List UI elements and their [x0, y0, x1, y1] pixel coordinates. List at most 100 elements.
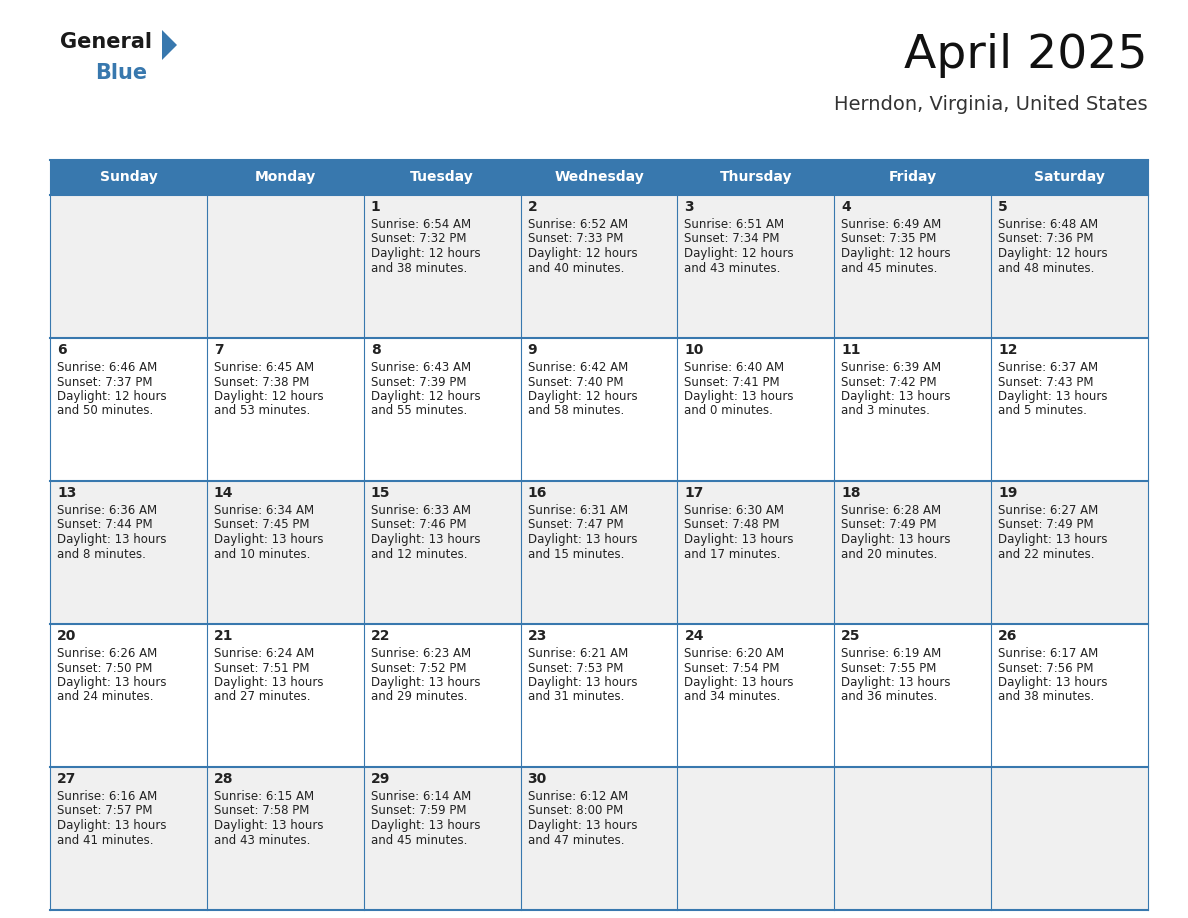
Text: 13: 13 [57, 486, 76, 500]
Polygon shape [162, 30, 177, 60]
Text: Sunset: 7:40 PM: Sunset: 7:40 PM [527, 375, 623, 388]
Text: Sunrise: 6:46 AM: Sunrise: 6:46 AM [57, 361, 157, 374]
Text: Daylight: 13 hours: Daylight: 13 hours [684, 676, 794, 689]
Text: Saturday: Saturday [1034, 171, 1105, 185]
Text: Sunset: 7:45 PM: Sunset: 7:45 PM [214, 519, 309, 532]
Text: 17: 17 [684, 486, 703, 500]
Text: 5: 5 [998, 200, 1007, 214]
Text: Sunset: 7:34 PM: Sunset: 7:34 PM [684, 232, 781, 245]
Text: Sunset: 7:47 PM: Sunset: 7:47 PM [527, 519, 624, 532]
Text: Daylight: 12 hours: Daylight: 12 hours [998, 247, 1107, 260]
Text: Daylight: 13 hours: Daylight: 13 hours [841, 390, 950, 403]
Text: Sunrise: 6:36 AM: Sunrise: 6:36 AM [57, 504, 157, 517]
Text: Sunset: 7:42 PM: Sunset: 7:42 PM [841, 375, 937, 388]
Text: Sunset: 7:39 PM: Sunset: 7:39 PM [371, 375, 466, 388]
Text: Sunrise: 6:17 AM: Sunrise: 6:17 AM [998, 647, 1099, 660]
Text: Sunrise: 6:27 AM: Sunrise: 6:27 AM [998, 504, 1099, 517]
Text: and 47 minutes.: and 47 minutes. [527, 834, 624, 846]
Text: and 31 minutes.: and 31 minutes. [527, 690, 624, 703]
Text: Sunrise: 6:42 AM: Sunrise: 6:42 AM [527, 361, 627, 374]
Text: Sunset: 7:58 PM: Sunset: 7:58 PM [214, 804, 309, 818]
Text: and 50 minutes.: and 50 minutes. [57, 405, 153, 418]
Text: and 10 minutes.: and 10 minutes. [214, 547, 310, 561]
Bar [677, 160, 834, 195]
Bar [50, 195, 1148, 338]
Text: and 5 minutes.: and 5 minutes. [998, 405, 1087, 418]
Text: Sunset: 8:00 PM: Sunset: 8:00 PM [527, 804, 623, 818]
Text: Daylight: 13 hours: Daylight: 13 hours [371, 819, 480, 832]
Text: Sunrise: 6:20 AM: Sunrise: 6:20 AM [684, 647, 784, 660]
Text: 26: 26 [998, 629, 1017, 643]
Text: Sunrise: 6:34 AM: Sunrise: 6:34 AM [214, 504, 314, 517]
Text: and 40 minutes.: and 40 minutes. [527, 262, 624, 274]
Text: and 43 minutes.: and 43 minutes. [684, 262, 781, 274]
Text: Daylight: 13 hours: Daylight: 13 hours [214, 676, 323, 689]
Text: Daylight: 13 hours: Daylight: 13 hours [371, 533, 480, 546]
Text: and 17 minutes.: and 17 minutes. [684, 547, 781, 561]
Text: Blue: Blue [95, 63, 147, 83]
Text: Sunrise: 6:28 AM: Sunrise: 6:28 AM [841, 504, 941, 517]
Text: Daylight: 13 hours: Daylight: 13 hours [214, 533, 323, 546]
Text: 20: 20 [57, 629, 76, 643]
Text: Sunrise: 6:39 AM: Sunrise: 6:39 AM [841, 361, 941, 374]
Text: and 3 minutes.: and 3 minutes. [841, 405, 930, 418]
Text: Sunrise: 6:48 AM: Sunrise: 6:48 AM [998, 218, 1098, 231]
Text: Daylight: 12 hours: Daylight: 12 hours [371, 247, 480, 260]
Text: Sunset: 7:32 PM: Sunset: 7:32 PM [371, 232, 466, 245]
Text: 12: 12 [998, 343, 1018, 357]
Text: 1: 1 [371, 200, 380, 214]
Text: Daylight: 13 hours: Daylight: 13 hours [527, 676, 637, 689]
Text: 23: 23 [527, 629, 546, 643]
Text: Sunrise: 6:52 AM: Sunrise: 6:52 AM [527, 218, 627, 231]
Text: Sunset: 7:51 PM: Sunset: 7:51 PM [214, 662, 309, 675]
Text: Sunset: 7:41 PM: Sunset: 7:41 PM [684, 375, 781, 388]
Text: Herndon, Virginia, United States: Herndon, Virginia, United States [834, 95, 1148, 115]
Text: Sunrise: 6:49 AM: Sunrise: 6:49 AM [841, 218, 942, 231]
Text: Daylight: 12 hours: Daylight: 12 hours [527, 247, 637, 260]
Text: Sunrise: 6:45 AM: Sunrise: 6:45 AM [214, 361, 314, 374]
Text: Sunset: 7:33 PM: Sunset: 7:33 PM [527, 232, 623, 245]
Text: Sunset: 7:55 PM: Sunset: 7:55 PM [841, 662, 936, 675]
Text: Sunrise: 6:12 AM: Sunrise: 6:12 AM [527, 790, 627, 803]
Text: Sunrise: 6:40 AM: Sunrise: 6:40 AM [684, 361, 784, 374]
Text: Sunset: 7:53 PM: Sunset: 7:53 PM [527, 662, 623, 675]
Text: Sunrise: 6:14 AM: Sunrise: 6:14 AM [371, 790, 470, 803]
Text: and 24 minutes.: and 24 minutes. [57, 690, 153, 703]
Text: Daylight: 13 hours: Daylight: 13 hours [527, 533, 637, 546]
Text: Sunrise: 6:30 AM: Sunrise: 6:30 AM [684, 504, 784, 517]
Text: and 36 minutes.: and 36 minutes. [841, 690, 937, 703]
Text: 11: 11 [841, 343, 861, 357]
Text: and 41 minutes.: and 41 minutes. [57, 834, 153, 846]
Text: Daylight: 13 hours: Daylight: 13 hours [998, 390, 1107, 403]
Text: Sunset: 7:59 PM: Sunset: 7:59 PM [371, 804, 466, 818]
Bar [50, 160, 207, 195]
Text: Sunrise: 6:33 AM: Sunrise: 6:33 AM [371, 504, 470, 517]
Bar [364, 160, 520, 195]
Text: Sunset: 7:50 PM: Sunset: 7:50 PM [57, 662, 152, 675]
Bar [834, 160, 991, 195]
Text: Sunset: 7:35 PM: Sunset: 7:35 PM [841, 232, 936, 245]
Text: Daylight: 13 hours: Daylight: 13 hours [57, 819, 166, 832]
Bar [207, 160, 364, 195]
Text: Thursday: Thursday [720, 171, 792, 185]
Text: and 58 minutes.: and 58 minutes. [527, 405, 624, 418]
Text: Daylight: 13 hours: Daylight: 13 hours [57, 533, 166, 546]
Text: Sunrise: 6:37 AM: Sunrise: 6:37 AM [998, 361, 1098, 374]
Text: Sunset: 7:49 PM: Sunset: 7:49 PM [841, 519, 937, 532]
Text: Daylight: 13 hours: Daylight: 13 hours [214, 819, 323, 832]
Text: Daylight: 12 hours: Daylight: 12 hours [684, 247, 794, 260]
Text: Daylight: 13 hours: Daylight: 13 hours [684, 390, 794, 403]
Text: April 2025: April 2025 [904, 32, 1148, 77]
Bar [50, 624, 1148, 767]
Text: Sunday: Sunday [100, 171, 157, 185]
Text: 4: 4 [841, 200, 851, 214]
Text: Sunset: 7:46 PM: Sunset: 7:46 PM [371, 519, 467, 532]
Text: Sunset: 7:56 PM: Sunset: 7:56 PM [998, 662, 1094, 675]
Text: and 0 minutes.: and 0 minutes. [684, 405, 773, 418]
Text: 15: 15 [371, 486, 390, 500]
Text: 21: 21 [214, 629, 233, 643]
Text: 28: 28 [214, 772, 233, 786]
Text: and 8 minutes.: and 8 minutes. [57, 547, 146, 561]
Bar [520, 160, 677, 195]
Text: Sunset: 7:48 PM: Sunset: 7:48 PM [684, 519, 781, 532]
